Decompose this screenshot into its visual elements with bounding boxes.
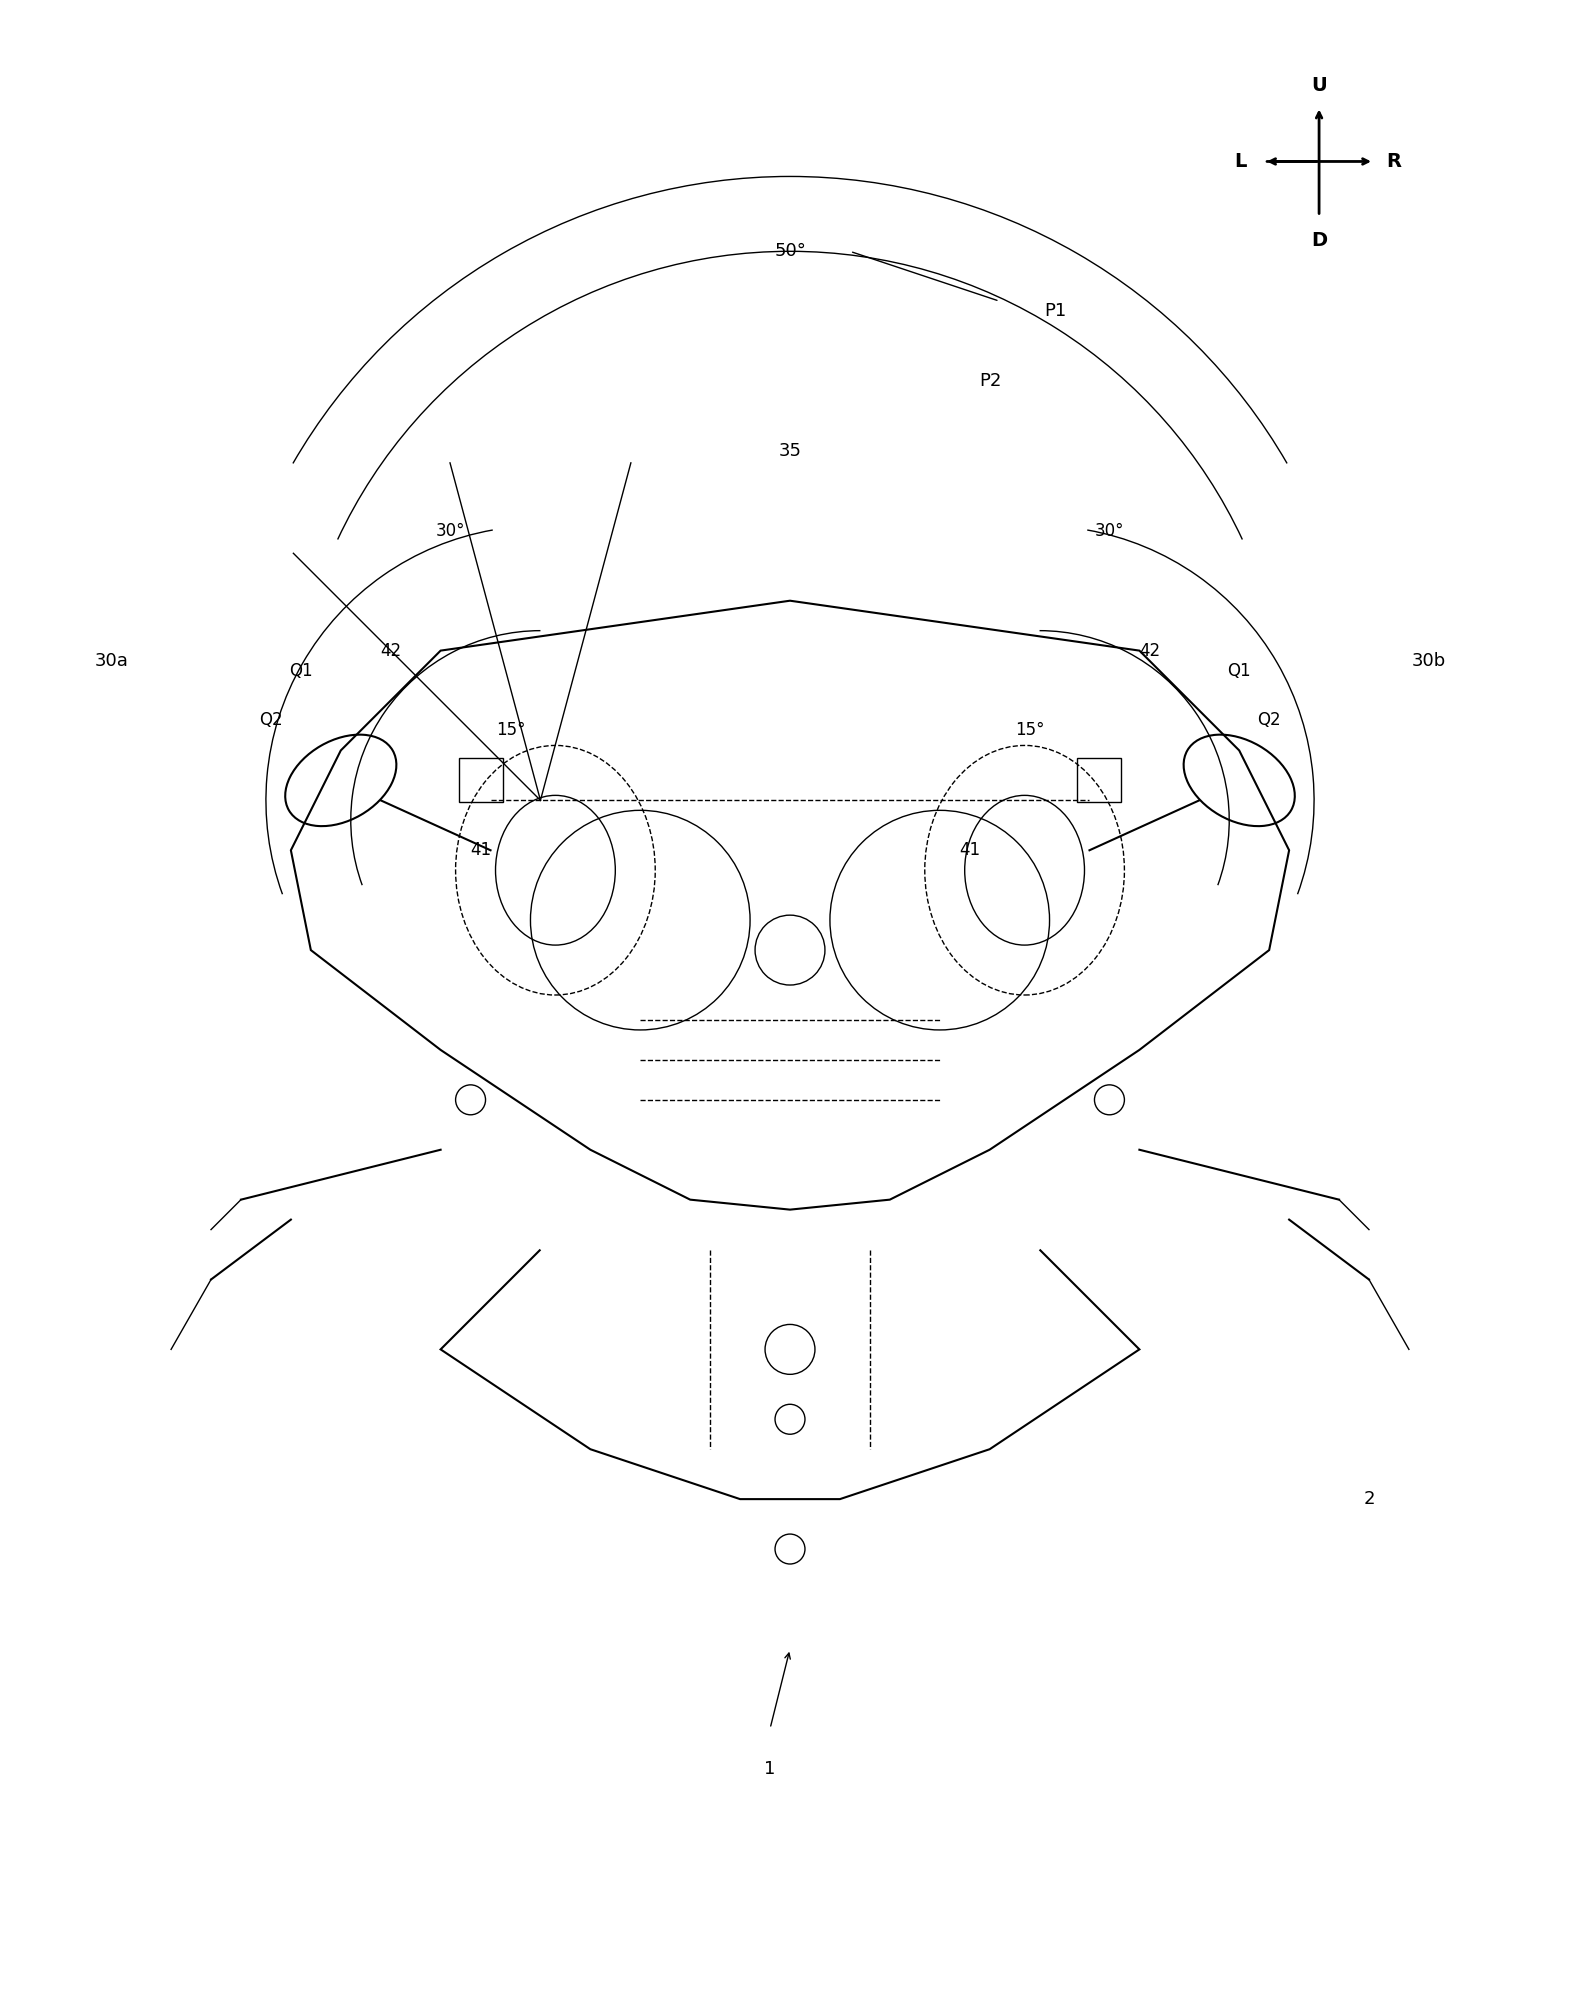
Text: 2: 2 [1363, 1490, 1374, 1508]
Text: 1: 1 [764, 1760, 775, 1778]
Text: P1: P1 [1045, 302, 1067, 320]
Text: P2: P2 [980, 372, 1002, 390]
Text: U: U [1311, 76, 1327, 94]
Text: R: R [1385, 152, 1401, 170]
Text: 42: 42 [380, 642, 401, 660]
Text: 15°: 15° [1014, 722, 1045, 740]
Text: Q1: Q1 [1227, 662, 1251, 680]
Text: 15°: 15° [496, 722, 525, 740]
Text: 41: 41 [959, 842, 980, 860]
Text: 30b: 30b [1412, 652, 1446, 670]
Text: 30°: 30° [1095, 522, 1124, 540]
Text: 42: 42 [1138, 642, 1160, 660]
Text: L: L [1233, 152, 1246, 170]
Text: Q1: Q1 [288, 662, 312, 680]
Text: Q2: Q2 [1257, 712, 1281, 730]
Text: 41: 41 [471, 842, 491, 860]
Text: 35: 35 [778, 442, 802, 460]
Text: Q2: Q2 [258, 712, 282, 730]
Text: D: D [1311, 232, 1327, 250]
Text: 50°: 50° [773, 242, 805, 260]
Text: 30°: 30° [436, 522, 466, 540]
Text: 30a: 30a [94, 652, 128, 670]
